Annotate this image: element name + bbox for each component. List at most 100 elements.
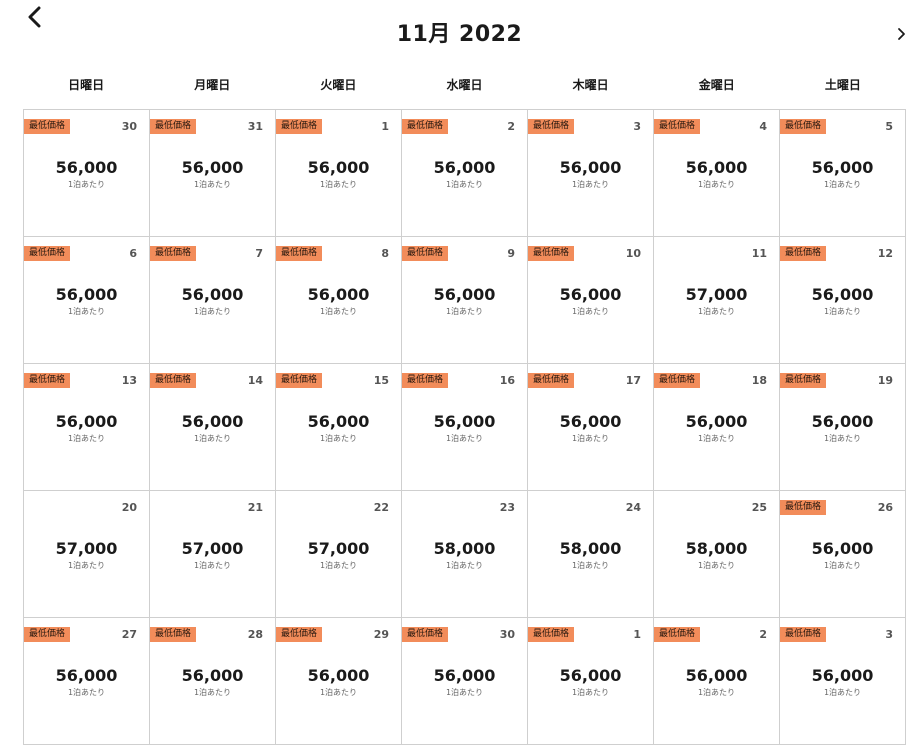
per-night-label: 1泊あたり [319, 688, 358, 697]
calendar-day-cell[interactable]: 21 57,000 1泊あたり [150, 491, 276, 618]
nightly-price: 58,000 [685, 539, 748, 558]
day-number: 2 [759, 628, 767, 641]
calendar-day-cell[interactable]: 22 57,000 1泊あたり [276, 491, 402, 618]
per-night-label: 1泊あたり [823, 434, 862, 443]
per-night-label: 1泊あたり [823, 307, 862, 316]
day-number: 6 [129, 247, 137, 260]
calendar-day-cell[interactable]: 23 58,000 1泊あたり [402, 491, 528, 618]
nightly-price: 56,000 [811, 666, 874, 685]
weekday-label: 月曜日 [194, 78, 231, 92]
lowest-price-badge: 最低価格 [276, 373, 323, 388]
lowest-price-badge: 最低価格 [24, 119, 71, 134]
calendar-day-cell[interactable]: 最低価格 30 56,000 1泊あたり [24, 110, 150, 237]
calendar-day-cell[interactable]: 最低価格 27 56,000 1泊あたり [24, 618, 150, 745]
calendar-day-cell[interactable]: 最低価格 2 56,000 1泊あたり [654, 618, 780, 745]
per-night-label: 1泊あたり [445, 561, 484, 570]
lowest-price-badge: 最低価格 [780, 627, 827, 642]
calendar-day-cell[interactable]: 11 57,000 1泊あたり [654, 237, 780, 364]
per-night-label: 1泊あたり [67, 561, 106, 570]
nightly-price: 56,000 [307, 666, 370, 685]
weekday-label: 木曜日 [572, 78, 609, 92]
calendar-day-cell[interactable]: 最低価格 6 56,000 1泊あたり [24, 237, 150, 364]
nightly-price: 56,000 [55, 158, 118, 177]
day-number: 31 [247, 120, 263, 133]
calendar-day-cell[interactable]: 最低価格 3 56,000 1泊あたり [780, 618, 906, 745]
calendar-day-cell[interactable]: 最低価格 4 56,000 1泊あたり [654, 110, 780, 237]
calendar-day-cell[interactable]: 最低価格 28 56,000 1泊あたり [150, 618, 276, 745]
day-number: 15 [373, 374, 389, 387]
calendar-day-cell[interactable]: 最低価格 3 56,000 1泊あたり [528, 110, 654, 237]
lowest-price-badge: 最低価格 [654, 627, 701, 642]
lowest-price-badge: 最低価格 [402, 373, 449, 388]
calendar-day-cell[interactable]: 最低価格 14 56,000 1泊あたり [150, 364, 276, 491]
calendar-day-cell[interactable]: 24 58,000 1泊あたり [528, 491, 654, 618]
calendar-day-cell[interactable]: 最低価格 31 56,000 1泊あたり [150, 110, 276, 237]
lowest-price-badge: 最低価格 [276, 246, 323, 261]
per-night-label: 1泊あたり [67, 307, 106, 316]
day-number: 17 [625, 374, 641, 387]
day-number: 12 [877, 247, 893, 260]
day-number: 16 [499, 374, 515, 387]
nightly-price: 56,000 [559, 285, 622, 304]
lowest-price-badge: 最低価格 [150, 119, 197, 134]
lowest-price-badge: 最低価格 [402, 119, 449, 134]
nightly-price: 56,000 [55, 285, 118, 304]
calendar-day-cell[interactable]: 最低価格 30 56,000 1泊あたり [402, 618, 528, 745]
calendar-day-cell[interactable]: 最低価格 5 56,000 1泊あたり [780, 110, 906, 237]
calendar-day-cell[interactable]: 20 57,000 1泊あたり [24, 491, 150, 618]
per-night-label: 1泊あたり [445, 180, 484, 189]
nightly-price: 56,000 [55, 412, 118, 431]
day-number: 3 [633, 120, 641, 133]
per-night-label: 1泊あたり [571, 688, 610, 697]
day-number: 8 [381, 247, 389, 260]
calendar-day-cell[interactable]: 最低価格 10 56,000 1泊あたり [528, 237, 654, 364]
calendar-day-cell[interactable]: 最低価格 15 56,000 1泊あたり [276, 364, 402, 491]
day-number: 14 [247, 374, 263, 387]
per-night-label: 1泊あたり [193, 307, 232, 316]
per-night-label: 1泊あたり [445, 434, 484, 443]
calendar-day-cell[interactable]: 最低価格 13 56,000 1泊あたり [24, 364, 150, 491]
nightly-price: 56,000 [181, 666, 244, 685]
calendar-day-cell[interactable]: 最低価格 26 56,000 1泊あたり [780, 491, 906, 618]
calendar-day-cell[interactable]: 最低価格 7 56,000 1泊あたり [150, 237, 276, 364]
lowest-price-badge: 最低価格 [276, 627, 323, 642]
per-night-label: 1泊あたり [445, 688, 484, 697]
nightly-price: 57,000 [55, 539, 118, 558]
calendar-day-cell[interactable]: 最低価格 19 56,000 1泊あたり [780, 364, 906, 491]
lowest-price-badge: 最低価格 [402, 627, 449, 642]
lowest-price-badge: 最低価格 [150, 246, 197, 261]
calendar-day-cell[interactable]: 最低価格 1 56,000 1泊あたり [276, 110, 402, 237]
day-number: 26 [877, 501, 893, 514]
weekday-label: 水曜日 [446, 78, 483, 92]
per-night-label: 1泊あたり [823, 180, 862, 189]
lowest-price-badge: 最低価格 [654, 373, 701, 388]
lowest-price-badge: 最低価格 [528, 119, 575, 134]
calendar-day-cell[interactable]: 最低価格 12 56,000 1泊あたり [780, 237, 906, 364]
day-number: 25 [751, 501, 767, 514]
calendar-day-cell[interactable]: 最低価格 8 56,000 1泊あたり [276, 237, 402, 364]
per-night-label: 1泊あたり [571, 180, 610, 189]
calendar-day-cell[interactable]: 最低価格 18 56,000 1泊あたり [654, 364, 780, 491]
day-number: 5 [885, 120, 893, 133]
calendar-day-cell[interactable]: 最低価格 1 56,000 1泊あたり [528, 618, 654, 745]
day-number: 4 [759, 120, 767, 133]
per-night-label: 1泊あたり [445, 307, 484, 316]
prev-month-button[interactable] [24, 6, 48, 30]
day-number: 18 [751, 374, 767, 387]
lowest-price-badge: 最低価格 [276, 119, 323, 134]
day-number: 7 [255, 247, 263, 260]
calendar-day-cell[interactable]: 25 58,000 1泊あたり [654, 491, 780, 618]
per-night-label: 1泊あたり [571, 434, 610, 443]
per-night-label: 1泊あたり [67, 688, 106, 697]
calendar-day-cell[interactable]: 最低価格 29 56,000 1泊あたり [276, 618, 402, 745]
nightly-price: 57,000 [685, 285, 748, 304]
nightly-price: 56,000 [559, 412, 622, 431]
calendar-day-cell[interactable]: 最低価格 16 56,000 1泊あたり [402, 364, 528, 491]
nightly-price: 56,000 [433, 158, 496, 177]
calendar-grid: 最低価格 30 56,000 1泊あたり 最低価格 31 56,000 1泊あたり 最低価格 1 5… [23, 109, 906, 745]
next-month-button[interactable] [894, 26, 910, 42]
calendar-day-cell[interactable]: 最低価格 2 56,000 1泊あたり [402, 110, 528, 237]
calendar-day-cell[interactable]: 最低価格 17 56,000 1泊あたり [528, 364, 654, 491]
calendar-day-cell[interactable]: 最低価格 9 56,000 1泊あたり [402, 237, 528, 364]
chevron-left-icon [28, 6, 41, 28]
